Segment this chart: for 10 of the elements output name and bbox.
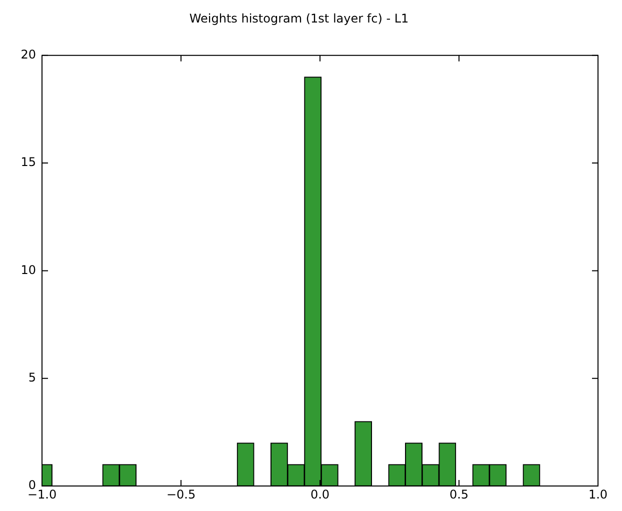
y-tick-label: 15 [20,155,36,170]
x-tick-label: 1.0 [588,487,608,502]
x-tick-label: 0.0 [310,487,330,502]
y-tick-label: 10 [20,262,36,277]
y-tick-label: 5 [28,370,36,384]
y-tick-label: 0 [28,478,36,492]
x-tick-label: −0.5 [166,487,196,502]
chart-title: Weights histogram (1st layer fc) - L1 [189,11,409,26]
x-tick-label: 0.5 [449,487,469,502]
y-tick-label: 20 [20,48,36,62]
